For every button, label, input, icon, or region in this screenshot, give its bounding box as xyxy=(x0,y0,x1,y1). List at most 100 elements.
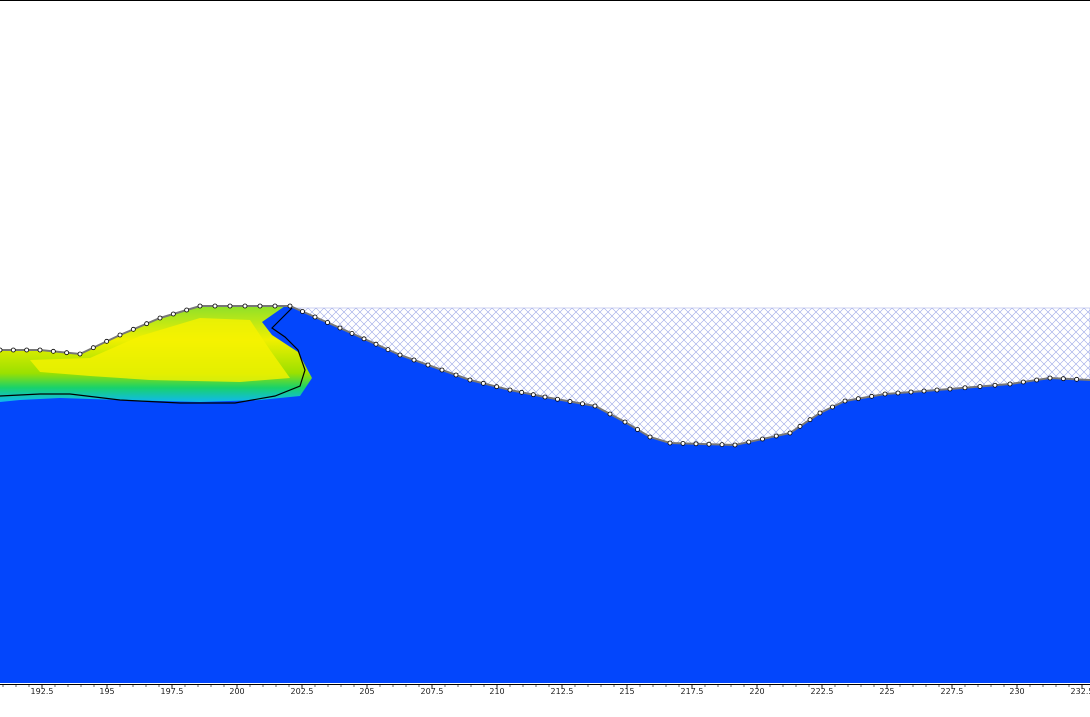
node xyxy=(1047,375,1053,381)
node xyxy=(439,367,445,373)
tick-label: 202.5 xyxy=(291,687,314,696)
node xyxy=(977,384,983,389)
node xyxy=(947,386,953,392)
node xyxy=(807,417,813,423)
node xyxy=(117,332,123,338)
node xyxy=(197,303,203,309)
node xyxy=(530,392,536,398)
tick-label: 192.5 xyxy=(31,687,54,696)
node xyxy=(542,394,548,400)
tick-label: 212.5 xyxy=(551,687,574,696)
node xyxy=(77,351,83,357)
node xyxy=(361,336,367,342)
tick-label: 220 xyxy=(749,687,764,696)
tick-label: 210 xyxy=(489,687,504,696)
node xyxy=(453,372,459,378)
node xyxy=(90,345,96,351)
tick-label: 232.5 xyxy=(1071,687,1090,696)
node xyxy=(385,347,391,353)
node xyxy=(830,404,835,410)
node xyxy=(934,387,940,393)
node xyxy=(622,419,628,425)
node xyxy=(787,430,793,436)
node xyxy=(227,303,233,309)
tick-label: 222.5 xyxy=(811,687,834,696)
ground-nodes xyxy=(0,303,1080,448)
tick-label: 200 xyxy=(229,687,244,696)
node xyxy=(567,399,573,404)
node xyxy=(732,442,738,448)
node xyxy=(104,338,110,344)
node xyxy=(144,321,150,327)
node xyxy=(773,433,779,439)
node xyxy=(607,411,613,417)
node xyxy=(494,384,500,390)
node xyxy=(555,396,560,402)
node xyxy=(411,357,417,363)
node xyxy=(1060,376,1066,382)
node xyxy=(895,390,901,396)
node xyxy=(1020,379,1026,385)
node xyxy=(272,303,278,309)
node xyxy=(300,309,305,314)
node xyxy=(817,410,823,416)
node xyxy=(842,398,848,404)
node xyxy=(325,320,330,325)
axis-strip xyxy=(0,683,1090,717)
node xyxy=(64,350,70,356)
node xyxy=(855,396,861,402)
node xyxy=(1074,376,1080,382)
node xyxy=(480,380,486,386)
node xyxy=(680,440,686,446)
node xyxy=(706,441,712,447)
node xyxy=(693,441,699,447)
node xyxy=(992,382,998,388)
node xyxy=(287,303,293,309)
node xyxy=(37,347,43,353)
node xyxy=(519,389,525,395)
node xyxy=(242,303,248,309)
tick-label: 215 xyxy=(619,687,634,696)
tick-label: 217.5 xyxy=(681,687,704,696)
node xyxy=(170,311,176,317)
node xyxy=(212,303,218,309)
node xyxy=(184,307,190,313)
phreatic-line xyxy=(0,307,306,404)
node xyxy=(760,436,765,442)
node xyxy=(1007,381,1013,387)
tick-label: 197.5 xyxy=(161,687,184,696)
node xyxy=(962,385,968,391)
node xyxy=(882,391,888,397)
node xyxy=(337,325,343,331)
node xyxy=(0,347,3,353)
node xyxy=(373,341,379,347)
node xyxy=(24,347,30,353)
tick-label: 205 xyxy=(359,687,374,696)
node xyxy=(157,315,163,321)
tick-label: 195 xyxy=(99,687,114,696)
node xyxy=(635,427,640,432)
node xyxy=(312,314,318,320)
tick-label: 225 xyxy=(879,687,894,696)
node xyxy=(592,403,598,409)
node xyxy=(719,442,725,448)
node xyxy=(667,440,673,446)
node xyxy=(797,423,803,429)
node xyxy=(467,377,473,383)
tick-label: 227.5 xyxy=(941,687,964,696)
node xyxy=(425,362,431,368)
node xyxy=(397,352,403,358)
node xyxy=(647,434,653,440)
node xyxy=(580,401,585,407)
node xyxy=(1034,377,1040,383)
node xyxy=(908,389,914,395)
tick-label: 230 xyxy=(1009,687,1024,696)
node xyxy=(130,326,136,332)
node xyxy=(50,348,56,354)
node xyxy=(349,330,355,336)
node xyxy=(507,387,513,393)
tick-label: 207.5 xyxy=(421,687,444,696)
node xyxy=(869,393,875,399)
